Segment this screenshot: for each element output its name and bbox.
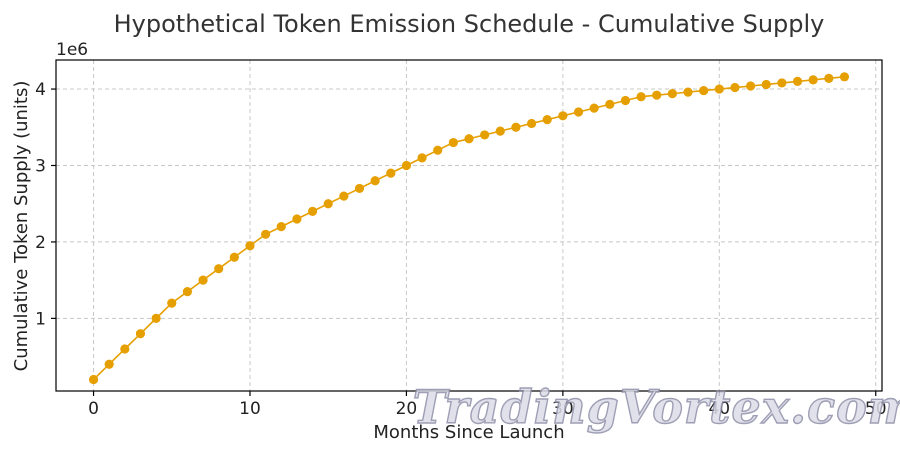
data-point — [261, 229, 271, 239]
plot-frame — [55, 59, 883, 392]
data-point — [605, 99, 615, 109]
data-point — [464, 134, 474, 144]
data-point — [245, 241, 255, 251]
series-line — [92, 76, 845, 381]
data-point — [777, 78, 787, 88]
x-tick-label: 30 — [552, 399, 574, 419]
data-point — [667, 89, 677, 99]
data-point — [433, 145, 443, 155]
data-point — [824, 73, 834, 83]
data-point — [480, 130, 490, 140]
data-point — [714, 84, 724, 94]
data-point — [167, 298, 177, 308]
data-point — [745, 81, 756, 91]
x-tick-label: 50 — [865, 399, 887, 419]
chart-title: Hypothetical Token Emission Schedule - C… — [114, 10, 825, 38]
data-point — [448, 137, 458, 148]
data-point — [558, 111, 568, 121]
watermark: TradingVortex.com — [413, 380, 900, 434]
data-point — [808, 75, 818, 85]
y-tick-label: 4 — [35, 80, 46, 100]
data-point — [526, 118, 537, 129]
data-point — [370, 176, 380, 186]
data-point — [636, 92, 646, 102]
y-tick-label: 1 — [35, 309, 46, 329]
data-point — [792, 76, 803, 87]
data-point — [699, 85, 709, 96]
data-point — [135, 329, 146, 339]
data-point — [104, 359, 114, 369]
x-tick-label: 20 — [396, 399, 418, 419]
data-point — [120, 344, 130, 354]
data-point — [511, 122, 521, 132]
data-point — [417, 153, 427, 163]
y-axis-label: Cumulative Token Supply (units) — [11, 81, 32, 372]
y-tick-label: 2 — [35, 233, 46, 253]
x-tick-label: 40 — [708, 399, 730, 419]
data-point — [214, 264, 224, 274]
data-point — [761, 79, 771, 90]
data-point — [401, 160, 412, 171]
data-point — [276, 222, 286, 232]
data-point — [151, 313, 161, 323]
data-point — [839, 72, 850, 82]
data-point — [292, 214, 302, 224]
data-point — [542, 115, 552, 125]
data-point — [182, 287, 193, 297]
x-tick-label: 10 — [239, 399, 261, 419]
data-point — [307, 206, 318, 216]
data-point — [88, 374, 99, 385]
data-point — [323, 199, 333, 209]
data-point — [495, 126, 505, 136]
y-tick-label: 3 — [35, 156, 46, 176]
data-point — [386, 168, 396, 178]
series-layer — [88, 72, 850, 385]
x-tick-label: 0 — [88, 399, 99, 419]
data-point — [198, 275, 208, 285]
data-point — [573, 107, 584, 117]
data-point — [339, 191, 349, 201]
x-axis-label: Months Since Launch — [373, 422, 564, 443]
y-offset-label: 1e6 — [56, 40, 88, 60]
grid-lines — [56, 60, 882, 391]
data-point — [730, 82, 740, 93]
data-point — [229, 252, 239, 262]
axis-ticks: 0 10 20 30 40 50 1 2 3 4 — [35, 80, 886, 419]
data-point — [620, 95, 631, 106]
data-point — [683, 87, 693, 97]
data-point — [589, 103, 599, 113]
data-point — [354, 183, 365, 194]
data-point — [652, 90, 662, 100]
